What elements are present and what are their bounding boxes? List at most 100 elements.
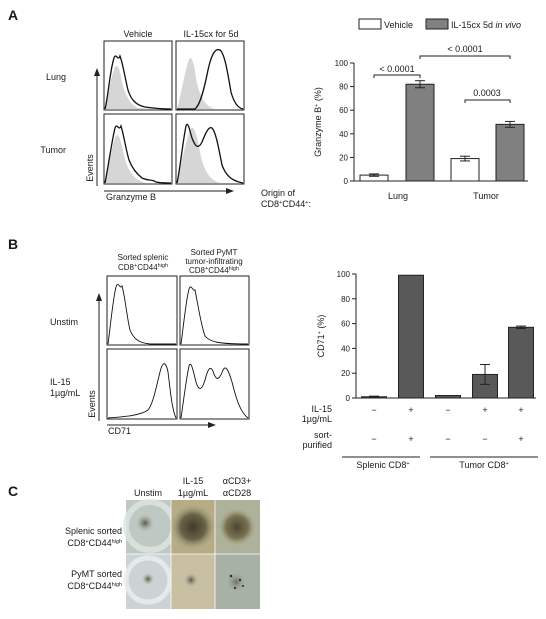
il15-row-label-dose: 1µg/mL <box>302 414 332 424</box>
histogram-curve <box>180 286 249 345</box>
histogram-curve <box>180 363 249 419</box>
bar <box>508 326 534 399</box>
micrograph-splenic-acd3 <box>215 500 260 554</box>
category-label-tumor: Tumor <box>473 191 499 201</box>
origin-label-line2: CD8+CD44+: <box>261 199 311 209</box>
histogram-curve <box>107 284 176 345</box>
group-label-splenic: Splenic CD8+ <box>356 460 409 470</box>
micrograph-pymt-il15 <box>171 554 215 609</box>
bar <box>405 83 435 182</box>
row-label-splenic-subset: CD8+CD44high <box>67 538 122 548</box>
col-header-pymt: Sorted PyMT <box>191 248 238 257</box>
sort-row-label-2: purified <box>302 440 332 450</box>
histogram-curve <box>104 54 172 110</box>
micrograph-pymt-acd3 <box>215 554 260 609</box>
panel-c: C Unstim IL-15 1µg/mL αCD3+ αCD28 Spleni… <box>8 476 260 609</box>
isotype-histogram <box>177 57 214 109</box>
micrograph-splenic-unstim <box>123 499 177 554</box>
y-tick-label: 40 <box>339 130 348 139</box>
histogram-box <box>179 275 250 346</box>
row-label-pymt-subset: CD8+CD44high <box>67 581 122 591</box>
bar <box>435 395 461 399</box>
micrograph-splenic-il15 <box>170 500 216 554</box>
sort-mark: + <box>518 434 523 444</box>
arrow-head-icon <box>94 68 100 76</box>
y-tick-label: 20 <box>341 369 350 378</box>
il15-mark: + <box>518 405 523 415</box>
y-tick-label: 0 <box>346 394 351 403</box>
chart-granzyme: Granzyme B+ (%) 0 20 40 60 80 100 < 0.0001 < … <box>313 44 528 201</box>
arrow-head-icon <box>208 422 216 428</box>
row-label-unstim: Unstim <box>50 317 78 327</box>
panel-a: A Vehicle IL-15cx for 5d Lung Tumor Even… <box>8 7 528 209</box>
il15-mark: + <box>408 405 413 415</box>
histogram-curve <box>104 123 172 184</box>
row-label-lung: Lung <box>46 72 66 82</box>
p-value-label: < 0.0001 <box>447 44 482 54</box>
y-tick-label: 60 <box>341 320 350 329</box>
il15-mark: + <box>482 405 487 415</box>
bar <box>495 123 525 182</box>
row-label-dose: 1µg/mL <box>50 388 80 398</box>
isotype-histogram <box>177 127 220 183</box>
significance-bracket <box>373 74 421 78</box>
arrow-head-icon <box>226 188 234 194</box>
col-header-splenic: Sorted splenic <box>118 253 169 262</box>
il15-mark: − <box>445 405 450 415</box>
sort-mark: − <box>482 434 487 444</box>
legend-label-vehicle: Vehicle <box>384 20 413 30</box>
panel-c-letter: C <box>8 483 18 499</box>
histogram-curve <box>177 48 244 110</box>
histogram-curve <box>107 363 177 419</box>
y-tick-label: 0 <box>344 177 349 186</box>
arrow-head-icon <box>96 293 102 301</box>
y-tick-label: 20 <box>339 153 348 162</box>
col-header-acd3: αCD3+ <box>223 476 251 486</box>
y-axis-label-events: Events <box>85 154 95 182</box>
sort-mark: − <box>371 434 376 444</box>
col-header-vehicle: Vehicle <box>123 29 152 39</box>
histogram-box <box>106 275 178 346</box>
histogram-box <box>106 348 178 420</box>
histogram-box <box>179 348 250 420</box>
significance-bracket <box>419 55 511 59</box>
y-axis-label-events: Events <box>87 390 97 418</box>
il15-mark: − <box>371 405 376 415</box>
row-label-splenic-sorted: Splenic sorted <box>65 526 122 536</box>
sort-mark: + <box>408 434 413 444</box>
group-label-tumor: Tumor CD8+ <box>459 460 508 470</box>
panel-b: B Sorted splenic CD8+CD44high Sorted PyM… <box>8 236 538 470</box>
col-header-acd28: αCD28 <box>223 488 251 498</box>
x-axis-label-granzyme: Granzyme B <box>106 192 156 202</box>
chart-cd71: CD71+ (%) 0 20 40 60 80 100 <box>316 270 536 403</box>
y-tick-label: 100 <box>335 59 349 68</box>
y-tick-label: 100 <box>337 270 351 279</box>
x-axis-label-cd71: CD71 <box>108 426 131 436</box>
col-header-il15: IL-15 <box>183 476 204 486</box>
row-label-pymt-sorted: PyMT sorted <box>71 569 122 579</box>
col-header-il15cx: IL-15cx for 5d <box>183 29 238 39</box>
significance-bracket <box>464 99 511 103</box>
micrograph-pymt-unstim <box>123 554 173 609</box>
category-label-lung: Lung <box>388 191 408 201</box>
y-tick-label: 80 <box>339 83 348 92</box>
il15-row-label: IL-15 <box>311 404 332 414</box>
col-header-pymt-3: CD8+CD44high <box>189 266 239 275</box>
y-tick-label: 40 <box>341 344 350 353</box>
legend-swatch-vehicle <box>358 18 382 30</box>
p-value-label: 0.0003 <box>473 88 501 98</box>
row-label-il15: IL-15 <box>50 377 71 387</box>
legend-swatch-treated <box>425 18 449 30</box>
bar <box>450 158 480 182</box>
col-header-splenic-2: CD8+CD44high <box>118 263 168 272</box>
legend-label-treated: IL-15cx 5d in vivo <box>451 20 521 30</box>
histogram-curve <box>176 123 244 184</box>
y-axis-title: CD71+ (%) <box>316 315 326 358</box>
histogram-box <box>103 113 173 185</box>
isotype-histogram <box>105 135 146 183</box>
y-axis-title: Granzyme B+ (%) <box>313 87 323 157</box>
row-label-tumor: Tumor <box>40 145 66 155</box>
col-header-il15-dose: 1µg/mL <box>178 488 208 498</box>
sort-mark: − <box>445 434 450 444</box>
